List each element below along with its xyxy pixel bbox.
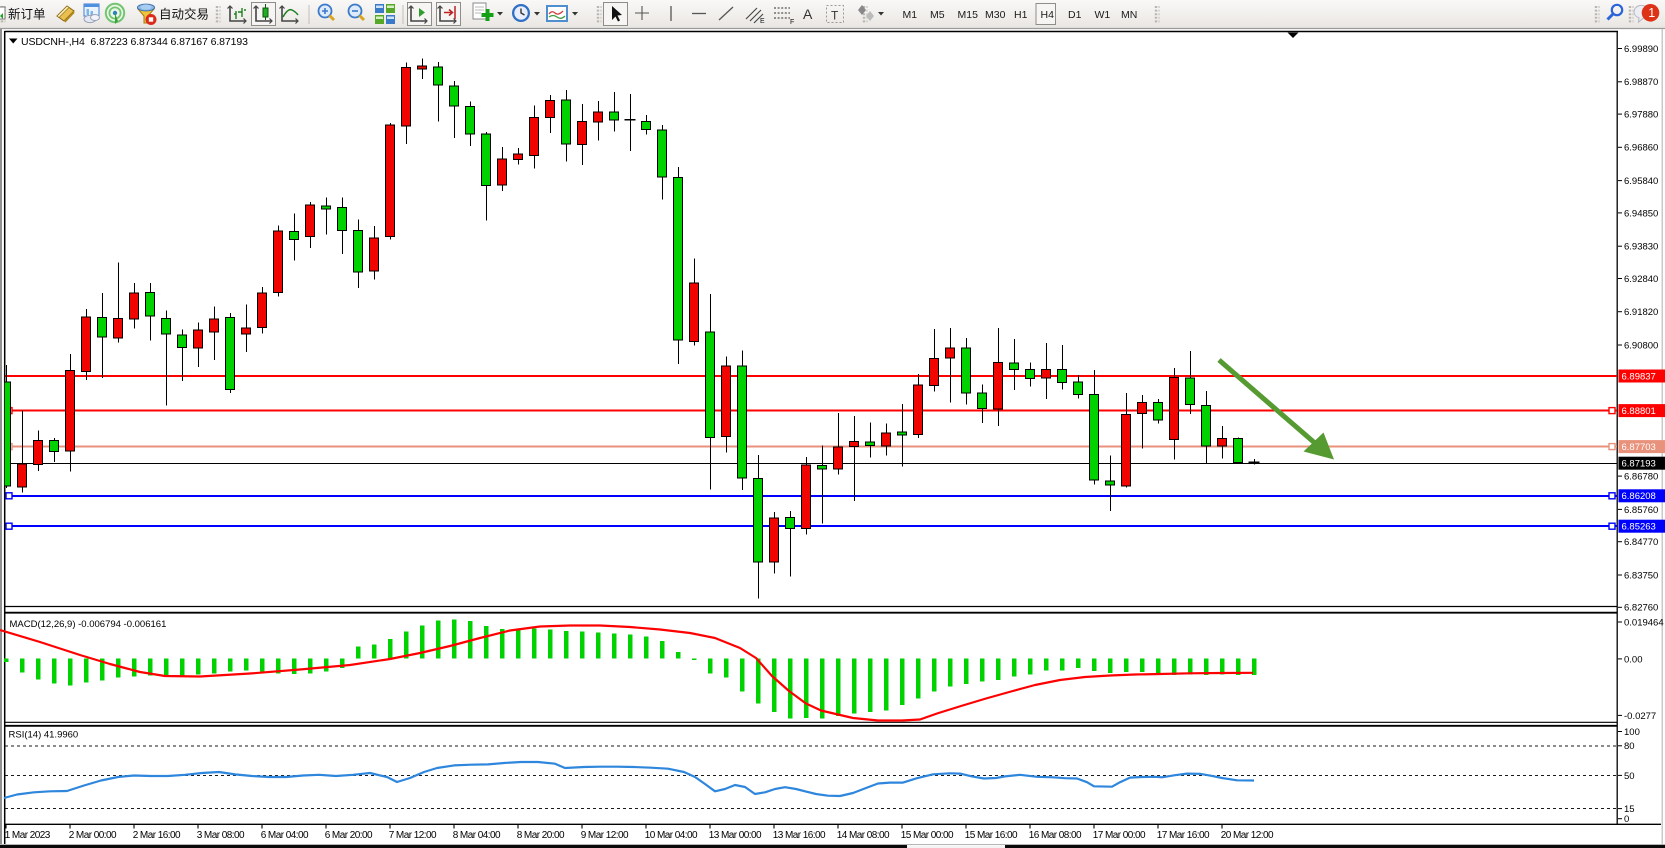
svg-text:6.86780: 6.86780 — [1624, 472, 1658, 483]
svg-text:E: E — [760, 18, 765, 25]
svg-text:50: 50 — [1624, 771, 1635, 782]
svg-text:6.89837: 6.89837 — [1622, 371, 1656, 382]
svg-text:13 Mar 00:00: 13 Mar 00:00 — [709, 830, 762, 841]
svg-text:H1: H1 — [1014, 9, 1028, 21]
svg-text:15 Mar 00:00: 15 Mar 00:00 — [901, 830, 954, 841]
svg-text:M15: M15 — [958, 9, 979, 21]
svg-text:15: 15 — [1624, 804, 1635, 815]
svg-text:T: T — [831, 9, 839, 23]
svg-text:14 Mar 08:00: 14 Mar 08:00 — [837, 830, 890, 841]
svg-text:7 Mar 12:00: 7 Mar 12:00 — [389, 830, 437, 841]
svg-text:6.85760: 6.85760 — [1624, 505, 1658, 516]
svg-text:6.87703: 6.87703 — [1622, 442, 1656, 453]
svg-text:17 Mar 16:00: 17 Mar 16:00 — [1157, 830, 1210, 841]
svg-text:20 Mar 12:00: 20 Mar 12:00 — [1221, 830, 1274, 841]
svg-text:新订单: 新订单 — [8, 7, 46, 22]
svg-text:6.92840: 6.92840 — [1624, 274, 1658, 285]
svg-text:A: A — [803, 6, 813, 22]
svg-text:6.97880: 6.97880 — [1624, 110, 1658, 121]
svg-text:H4: H4 — [1041, 9, 1055, 21]
svg-text:0.019464: 0.019464 — [1624, 617, 1664, 628]
svg-text:自动交易: 自动交易 — [159, 7, 209, 22]
svg-text:D1: D1 — [1068, 9, 1082, 21]
svg-text:6.91820: 6.91820 — [1624, 307, 1658, 318]
svg-text:6.82760: 6.82760 — [1624, 603, 1658, 614]
svg-text:16 Mar 08:00: 16 Mar 08:00 — [1029, 830, 1082, 841]
svg-text:2 Mar 00:00: 2 Mar 00:00 — [69, 830, 117, 841]
svg-text:15 Mar 16:00: 15 Mar 16:00 — [965, 830, 1018, 841]
svg-text:USDCNH-,H4 6.87223 6.87344 6.: USDCNH-,H4 6.87223 6.87344 6.87167 6.871… — [21, 36, 248, 48]
svg-text:6.99890: 6.99890 — [1624, 44, 1658, 55]
svg-text:6.85263: 6.85263 — [1622, 522, 1656, 533]
svg-text:6.96860: 6.96860 — [1624, 143, 1658, 154]
svg-text:F: F — [790, 19, 794, 26]
svg-text:17 Mar 00:00: 17 Mar 00:00 — [1093, 830, 1146, 841]
svg-text:RSI(14) 41.9960: RSI(14) 41.9960 — [9, 730, 79, 741]
svg-text:10 Mar 04:00: 10 Mar 04:00 — [645, 830, 698, 841]
svg-text:M1: M1 — [903, 9, 918, 21]
svg-text:W1: W1 — [1095, 9, 1111, 21]
svg-text:80: 80 — [1624, 741, 1635, 752]
svg-text:6.95840: 6.95840 — [1624, 176, 1658, 187]
svg-text:13 Mar 16:00: 13 Mar 16:00 — [773, 830, 826, 841]
svg-text:0.00: 0.00 — [1624, 654, 1643, 665]
svg-text:6.86208: 6.86208 — [1622, 491, 1656, 502]
svg-text:6 Mar 20:00: 6 Mar 20:00 — [325, 830, 373, 841]
svg-text:0: 0 — [1624, 814, 1629, 825]
svg-text:3 Mar 08:00: 3 Mar 08:00 — [197, 830, 245, 841]
svg-text:6.87193: 6.87193 — [1622, 459, 1656, 470]
svg-text:6.90800: 6.90800 — [1624, 340, 1658, 351]
svg-text:1: 1 — [1648, 6, 1655, 20]
svg-text:100: 100 — [1624, 727, 1640, 738]
svg-text:9 Mar 12:00: 9 Mar 12:00 — [581, 830, 629, 841]
svg-text:6.98870: 6.98870 — [1624, 77, 1658, 88]
svg-text:M30: M30 — [985, 9, 1006, 21]
svg-text:6.83750: 6.83750 — [1624, 570, 1658, 581]
svg-text:6.94850: 6.94850 — [1624, 208, 1658, 219]
svg-text:6.93830: 6.93830 — [1624, 242, 1658, 253]
svg-text:MACD(12,26,9) -0.006794 -0.006: MACD(12,26,9) -0.006794 -0.006161 — [10, 619, 167, 630]
svg-text:M5: M5 — [930, 9, 945, 21]
svg-text:8 Mar 04:00: 8 Mar 04:00 — [453, 830, 501, 841]
svg-text:MN: MN — [1121, 9, 1137, 21]
svg-text:2 Mar 16:00: 2 Mar 16:00 — [133, 830, 181, 841]
svg-text:6.88801: 6.88801 — [1622, 406, 1656, 417]
svg-text:-0.0277: -0.0277 — [1624, 711, 1656, 722]
svg-text:6 Mar 04:00: 6 Mar 04:00 — [261, 830, 309, 841]
svg-text:1 Mar 2023: 1 Mar 2023 — [5, 830, 51, 841]
svg-text:6.84770: 6.84770 — [1624, 537, 1658, 548]
svg-text:8 Mar 20:00: 8 Mar 20:00 — [517, 830, 565, 841]
